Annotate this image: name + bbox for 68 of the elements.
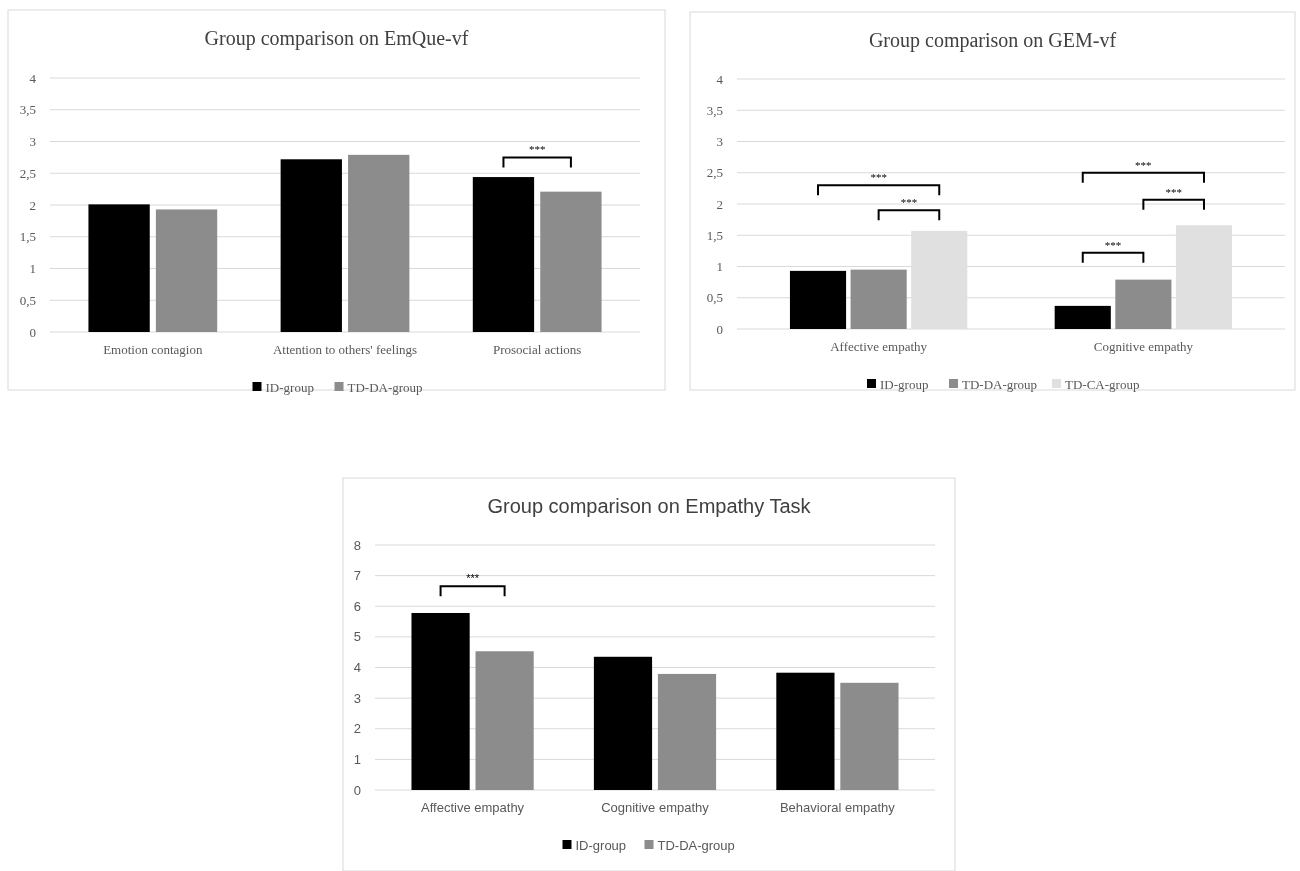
x-tick-label: Affective empathy [421,800,525,815]
annotation: *** [1165,185,1182,198]
y-tick-label: 2 [716,196,723,212]
chart-title: Group comparison on Empathy Task [487,495,812,517]
chart-title: Group comparison on EmQue-vf [204,27,469,50]
y-tick-label: 3,5 [19,102,36,118]
y-tick-label: 3 [716,134,723,150]
y-tick-label: 3 [29,134,36,150]
x-tick-label: Prosocial actions [492,342,582,357]
bar [789,270,847,329]
y-tick-label: 1 [29,261,36,277]
legend-label: TD-CA-group [1065,376,1140,392]
bar [155,209,218,332]
y-tick-label: 1 [716,259,723,275]
annotation: *** [466,572,480,585]
x-tick-label: Cognitive empathy [1093,339,1194,354]
y-tick-label: 8 [353,537,361,553]
y-tick-label: 3,5 [706,102,723,118]
y-tick-label: 1,5 [19,229,36,245]
y-tick-label: 7 [353,568,361,584]
y-tick-label: 5 [353,629,361,645]
bar [1115,279,1172,329]
y-tick-label: 4 [716,71,724,87]
x-tick-label: Attention to others' feelings [272,342,418,357]
y-tick-label: 6 [353,598,361,614]
legend-label: ID-group [575,837,627,853]
legend-label: TD-DA-group [962,376,1038,392]
bar [540,191,602,332]
annotation: *** [870,171,887,184]
annotation: *** [1135,158,1152,171]
y-tick-label: 2 [29,197,36,213]
y-tick-label: 0,5 [19,292,36,308]
x-tick-label: Emotion contagion [103,342,203,357]
bar [475,651,534,790]
y-tick-label: 2 [353,721,361,737]
bar [411,612,470,790]
x-tick-label: Behavioral empathy [779,800,896,815]
y-tick-label: 4 [29,70,37,86]
y-tick-label: 1 [353,751,361,767]
bar [1054,305,1111,329]
annotation: *** [1104,238,1122,251]
legend-label: TD-DA-group [347,379,423,395]
legend-label: ID-group [265,379,314,395]
chart-title: Group comparison on GEM-vf [868,29,1117,52]
annotation: *** [900,196,918,209]
bar [472,177,535,332]
bar [657,673,717,790]
bar [850,269,907,329]
legend-label: TD-DA-group [657,837,735,853]
legend-label: ID-group [880,376,929,392]
y-tick-label: 0 [353,782,361,798]
y-tick-label: 1,5 [706,227,723,243]
bar [88,204,150,332]
y-tick-label: 2,5 [706,165,723,181]
bar [776,672,835,790]
y-tick-label: 4 [353,660,361,676]
y-tick-label: 2,5 [19,165,36,181]
bar [280,159,342,332]
y-tick-label: 0 [29,324,36,340]
x-tick-label: Affective empathy [830,339,928,354]
y-tick-label: 3 [353,690,361,706]
x-tick-label: Cognitive empathy [601,800,710,815]
y-tick-label: 0 [716,321,723,337]
y-tick-label: 0,5 [706,290,723,306]
bar [348,154,410,332]
annotation: *** [528,143,546,156]
bar [840,682,899,790]
bar [593,656,653,790]
